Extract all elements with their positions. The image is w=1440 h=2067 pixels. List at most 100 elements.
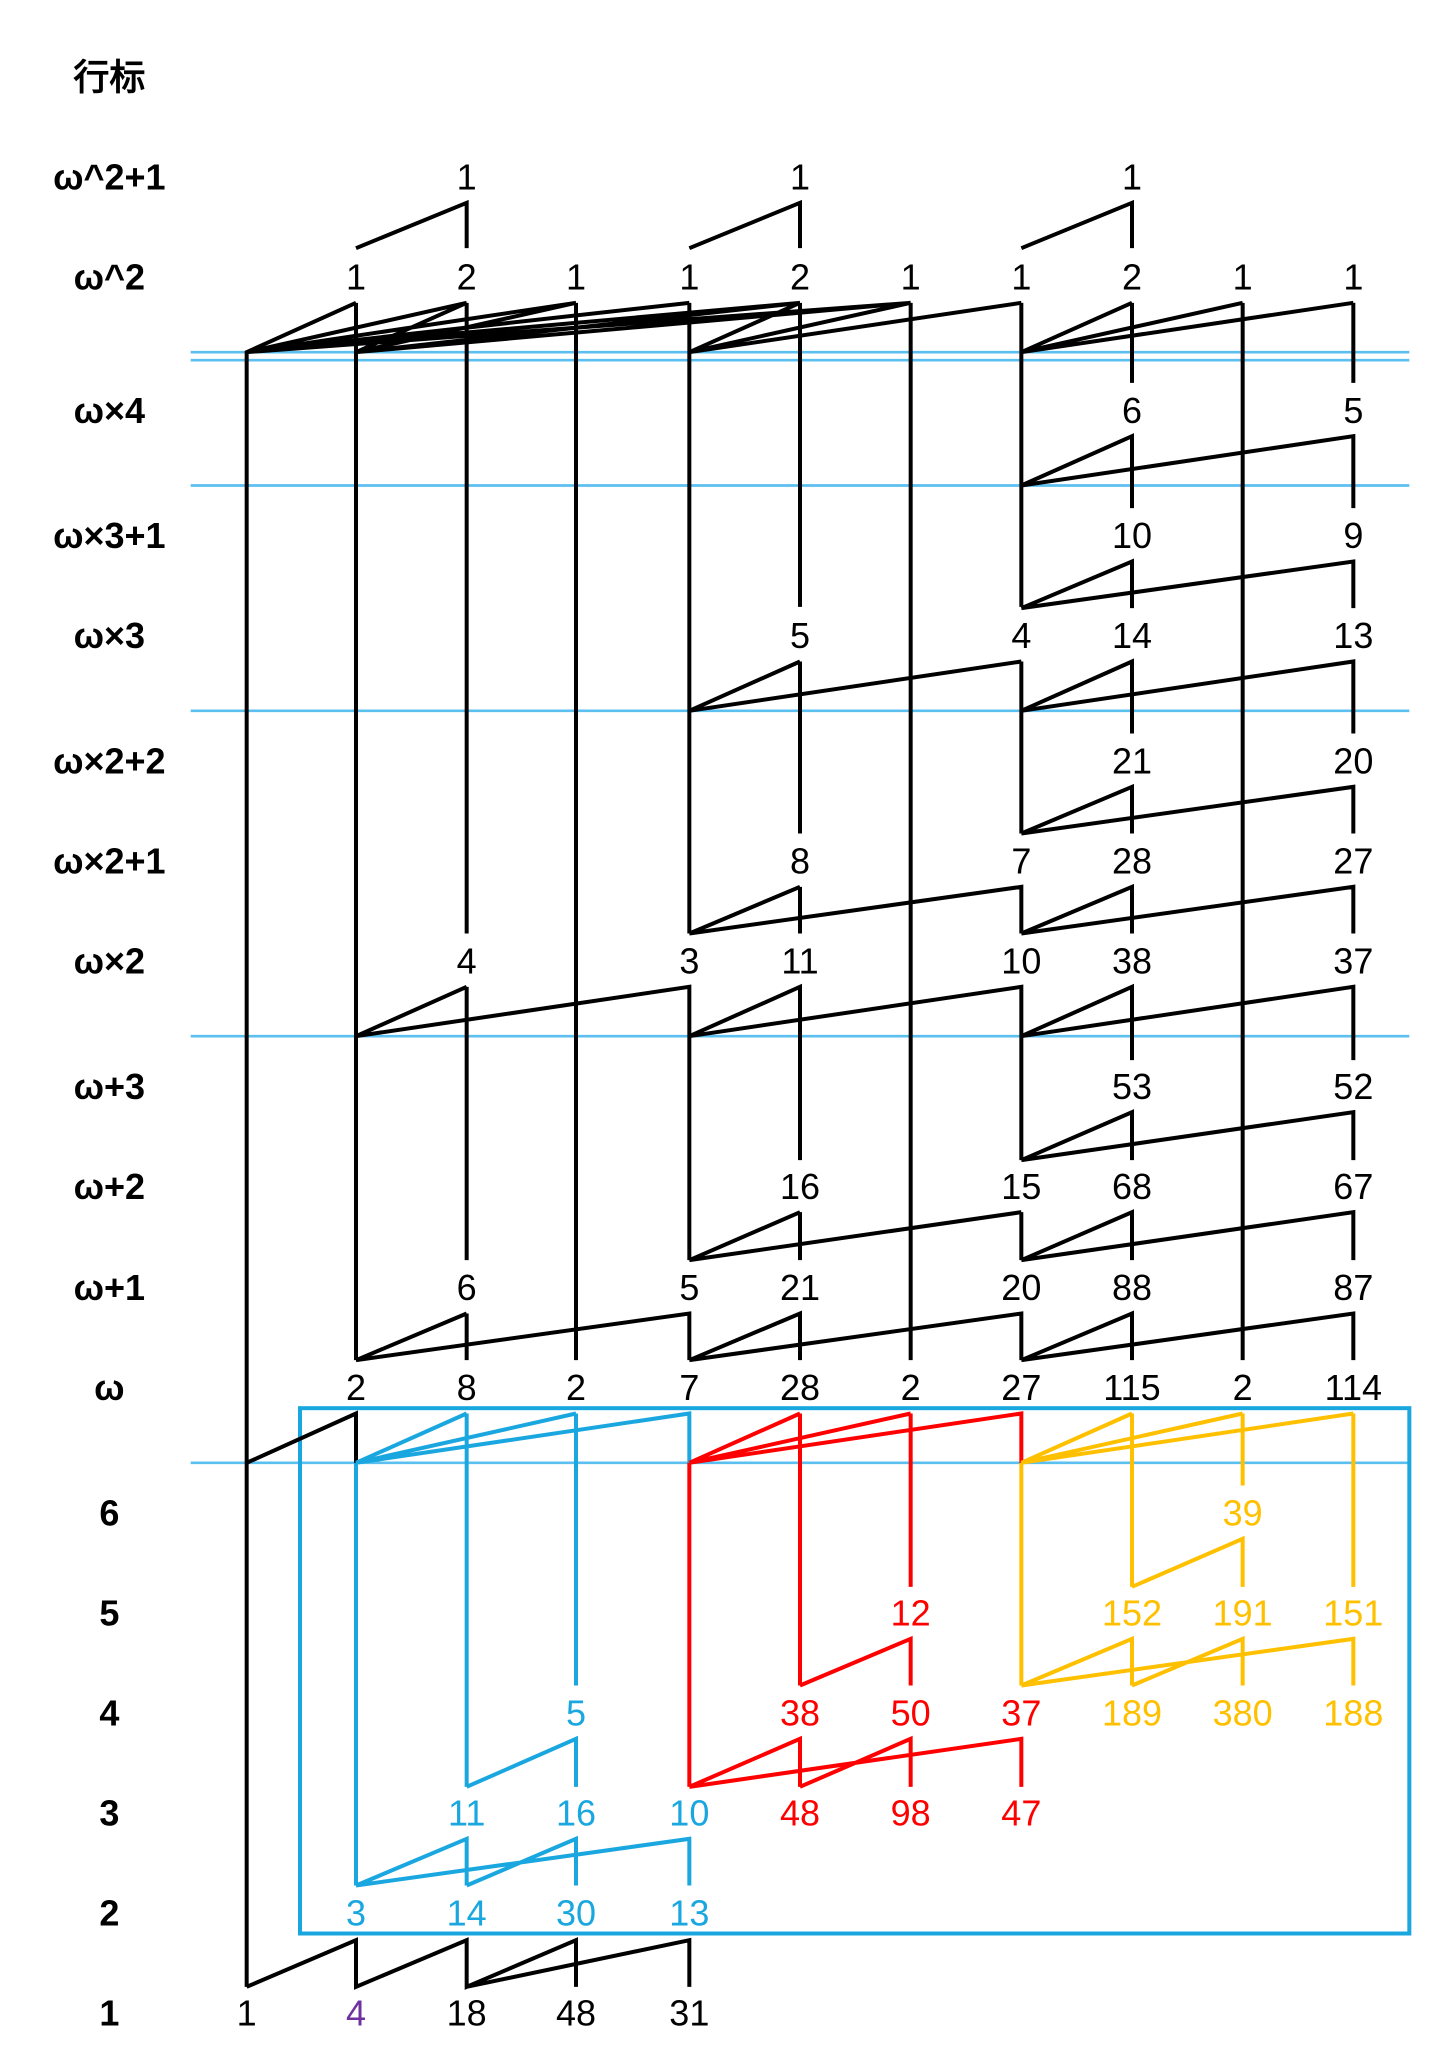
node-label: 88 (1112, 1267, 1152, 1308)
node-label: 191 (1213, 1593, 1273, 1634)
node-label: 11 (781, 941, 818, 982)
node-label: 4 (346, 1993, 366, 2034)
node-label: 12 (891, 1593, 931, 1634)
row-label: ω×3+1 (53, 515, 166, 556)
node-label: 21 (780, 1267, 820, 1308)
node-label: 9 (1343, 515, 1363, 556)
nodes: ω^2+1 1 1 1ω^2 1 2 1 1 2 1 1 2 1 1ω×4 6 5ω×3+1 10 9ω×3 5 4 1… (53, 157, 1383, 2034)
node-label: 114 (1325, 1367, 1382, 1408)
blue-edges (354, 1411, 692, 1888)
node-label: 28 (780, 1367, 820, 1408)
node-label: 3 (346, 1893, 366, 1934)
node-label: 2 (1122, 257, 1142, 298)
node-label: 37 (1001, 1693, 1041, 1734)
node-label: 1 (1233, 257, 1253, 298)
node-label: 28 (1112, 841, 1152, 882)
node-label: 1 (237, 1993, 257, 2034)
black-edges (244, 199, 1356, 1990)
node-label: 20 (1001, 1267, 1041, 1308)
node-label: 18 (447, 1993, 487, 2034)
node-label: 10 (1112, 515, 1152, 556)
header: 行标 (73, 57, 145, 98)
node-label: 2 (901, 1367, 921, 1408)
node-label: 11 (448, 1793, 485, 1834)
node-label: 2 (566, 1367, 586, 1408)
node-label: 2 (1233, 1367, 1253, 1408)
row-label: ω×3 (74, 615, 145, 656)
node-label: 8 (790, 841, 810, 882)
node-label: 1 (1011, 257, 1031, 298)
row-label: ω×4 (74, 390, 145, 431)
node-label: 10 (1001, 941, 1041, 982)
node-label: 14 (1112, 615, 1152, 656)
node-label: 68 (1112, 1166, 1152, 1207)
node-label: 1 (1122, 157, 1142, 198)
row-label: 5 (99, 1593, 119, 1634)
node-label: 151 (1323, 1593, 1383, 1634)
row-label: ω×2+1 (53, 841, 166, 882)
row-label: 1 (99, 1993, 119, 2034)
node-label: 10 (669, 1793, 709, 1834)
node-label: 7 (679, 1367, 699, 1408)
node-label: 20 (1333, 741, 1373, 782)
node-label: 1 (457, 157, 477, 198)
node-label: 1 (901, 257, 921, 298)
row-label: ω (94, 1367, 124, 1408)
node-label: 1 (679, 257, 699, 298)
orange-edges (1019, 1411, 1356, 1688)
red-edges (687, 1411, 1024, 1789)
node-label: 152 (1102, 1593, 1162, 1634)
node-label: 67 (1333, 1166, 1373, 1207)
node-label: 189 (1102, 1693, 1162, 1734)
node-label: 87 (1333, 1267, 1373, 1308)
node-label: 380 (1213, 1693, 1273, 1734)
node-label: 27 (1333, 841, 1373, 882)
node-label: 8 (457, 1367, 477, 1408)
node-label: 2 (457, 257, 477, 298)
node-label: 1 (1343, 257, 1363, 298)
node-label: 6 (457, 1267, 477, 1308)
node-label: 1 (566, 257, 586, 298)
node-label: 4 (1011, 615, 1031, 656)
row-label: ω×2 (74, 941, 145, 982)
row-label: ω^2+1 (53, 157, 166, 198)
node-label: 15 (1001, 1166, 1041, 1207)
row-label: ω×2+2 (53, 741, 166, 782)
node-label: 115 (1103, 1367, 1160, 1408)
node-label: 98 (891, 1793, 931, 1834)
node-label: 5 (566, 1693, 586, 1734)
row-label: 6 (99, 1493, 119, 1534)
node-label: 31 (669, 1993, 709, 2034)
row-label: 4 (99, 1693, 119, 1734)
node-label: 1 (346, 257, 366, 298)
node-label: 4 (457, 941, 477, 982)
node-label: 16 (556, 1793, 596, 1834)
node-label: 21 (1112, 741, 1152, 782)
node-label: 5 (679, 1267, 699, 1308)
node-label: 3 (679, 941, 699, 982)
row-label: 3 (99, 1793, 119, 1834)
node-label: 48 (780, 1793, 820, 1834)
node-label: 53 (1112, 1066, 1152, 1107)
node-label: 38 (1112, 941, 1152, 982)
node-label: 48 (556, 1993, 596, 2034)
node-label: 14 (447, 1893, 487, 1934)
node-label: 2 (790, 257, 810, 298)
node-label: 13 (1333, 615, 1373, 656)
node-label: 50 (891, 1693, 931, 1734)
row-label: ω+2 (74, 1166, 145, 1207)
node-label: 16 (780, 1166, 820, 1207)
node-label: 13 (669, 1893, 709, 1934)
node-label: 7 (1011, 841, 1031, 882)
node-label: 39 (1223, 1493, 1263, 1534)
row-label: 2 (99, 1893, 119, 1934)
node-label: 38 (780, 1693, 820, 1734)
node-label: 188 (1323, 1693, 1383, 1734)
node-label: 6 (1122, 390, 1142, 431)
node-label: 2 (346, 1367, 366, 1408)
node-label: 5 (1343, 390, 1363, 431)
node-label: 1 (790, 157, 810, 198)
row-label: ω+3 (74, 1066, 145, 1107)
node-label: 52 (1333, 1066, 1373, 1107)
node-label: 47 (1001, 1793, 1041, 1834)
